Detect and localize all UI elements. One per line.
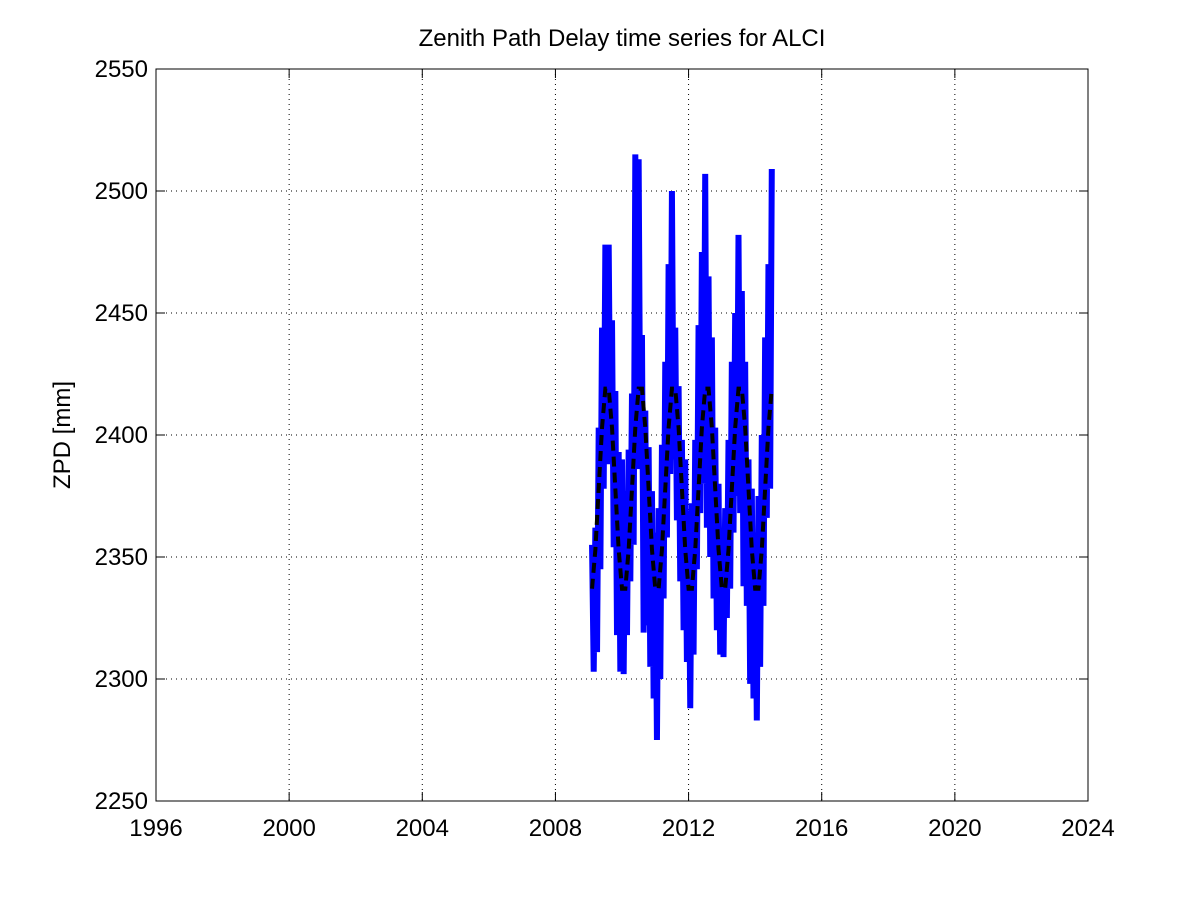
x-tick-label: 2020 <box>928 815 981 842</box>
y-tick-label: 2450 <box>95 300 148 327</box>
x-tick-label: 2024 <box>1061 815 1114 842</box>
x-tick-label: 2004 <box>396 815 449 842</box>
y-tick-label: 2250 <box>95 788 148 815</box>
plot-frame <box>155 68 1089 802</box>
y-tick-label: 2400 <box>95 422 148 449</box>
y-axis-label: ZPD [mm] <box>49 381 76 489</box>
y-tick-label: 2300 <box>95 666 148 693</box>
x-tick-label: 2012 <box>662 815 715 842</box>
data-line <box>589 154 775 741</box>
chart-title: Zenith Path Delay time series for ALCI <box>419 25 826 52</box>
y-tick-label: 2350 <box>95 544 148 571</box>
x-tick-label: 2016 <box>795 815 848 842</box>
y-tick-label: 2500 <box>95 178 148 205</box>
y-tick-label: 2550 <box>95 56 148 83</box>
x-tick-label: 1996 <box>129 815 182 842</box>
x-tick-label: 2008 <box>529 815 582 842</box>
fit-line <box>590 386 774 591</box>
x-tick-label: 2000 <box>262 815 315 842</box>
